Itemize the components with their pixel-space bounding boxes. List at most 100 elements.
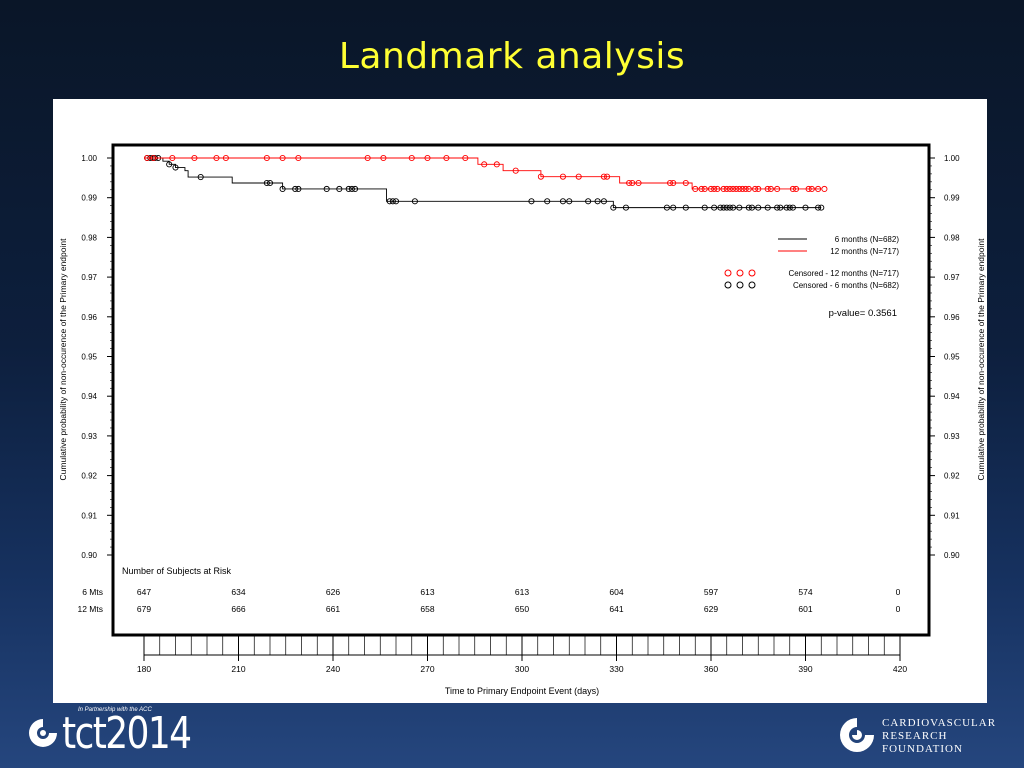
y-tick-label-left: 0.95 (81, 353, 97, 362)
y-tick-label-right: 0.91 (944, 511, 960, 520)
censor-mark-6-months (566, 198, 573, 205)
censor-mark-12-months (380, 154, 387, 162)
y-tick-label-right: 0.90 (944, 551, 960, 560)
x-tick-label: 360 (704, 664, 718, 674)
x-tick-label: 210 (231, 664, 245, 674)
crf-wordmark: CARDIOVASCULAR RESEARCH FOUNDATION (882, 717, 996, 756)
p-value-annotation: p-value= 0.3561 (829, 308, 897, 319)
censor-mark-12-months (733, 185, 740, 193)
censor-mark-12-months (443, 154, 450, 162)
censor-mark-12-months (559, 173, 567, 180)
legend-censor-6-months (736, 281, 744, 289)
risk-cell: 601 (798, 604, 812, 614)
censor-mark-6-months (528, 198, 535, 205)
censor-mark-12-months (279, 154, 286, 162)
y-tick-label-right: 0.95 (944, 353, 960, 362)
censor-mark-6-months (411, 198, 418, 205)
y-tick-label-right: 0.97 (944, 273, 960, 282)
legend-censor-12-months (748, 269, 756, 277)
risk-cell: 0 (896, 604, 901, 614)
risk-row-label: 12 Mts (77, 604, 103, 614)
risk-cell: 647 (137, 587, 151, 597)
censor-mark-6-months (736, 204, 743, 211)
censor-mark-6-months (777, 204, 784, 211)
censor-mark-12-months (764, 185, 771, 193)
censor-mark-12-months (626, 179, 633, 187)
y-tick-label-right: 0.94 (944, 392, 960, 401)
censor-mark-12-months (821, 185, 828, 193)
x-tick-label: 420 (893, 664, 907, 674)
censor-mark-6-months (559, 198, 567, 205)
censor-mark-12-months (295, 154, 302, 162)
censor-mark-12-months (408, 154, 415, 162)
x-tick-label: 390 (798, 664, 812, 674)
censor-mark-6-months (764, 204, 771, 211)
risk-cell: 613 (515, 587, 529, 597)
censor-mark-12-months (512, 167, 519, 174)
legend-label-censored-12-months: Censored - 12 months (N=717) (789, 269, 900, 278)
censor-mark-12-months (815, 185, 822, 193)
risk-cell: 604 (609, 587, 623, 597)
tct-wordmark: tct2014 (62, 708, 192, 759)
x-tick-label: 240 (326, 664, 340, 674)
censor-mark-6-months (748, 204, 756, 211)
censor-mark-6-months (755, 204, 762, 211)
censor-mark-12-months (789, 185, 796, 193)
slide-title: Landmark analysis (338, 36, 686, 77)
y-tick-label-left: 0.98 (81, 233, 97, 242)
risk-cell: 679 (137, 604, 151, 614)
censor-mark-12-months (213, 154, 220, 162)
crf-line-1: CARDIOVASCULAR (882, 717, 997, 729)
y-tick-label-left: 0.96 (81, 313, 97, 322)
risk-cell: 626 (326, 587, 340, 597)
censor-mark-6-months (197, 174, 204, 181)
risk-cell: 658 (420, 604, 434, 614)
censor-mark-12-months (723, 185, 730, 193)
censor-mark-6-months (723, 204, 730, 211)
censor-mark-12-months (222, 154, 229, 162)
risk-cell: 597 (704, 587, 718, 597)
censor-mark-12-months (692, 185, 699, 193)
censor-mark-12-months (808, 185, 815, 193)
censor-mark-12-months (736, 185, 743, 193)
censor-mark-6-months (172, 164, 179, 171)
x-tick-label: 180 (137, 664, 151, 674)
y-tick-label-right: 0.96 (944, 313, 960, 322)
censor-mark-12-months (537, 173, 544, 180)
crf-swirl-icon (840, 718, 874, 752)
y-axis-label-left: Cumulative probability of non-occurence … (58, 238, 68, 481)
censor-mark-6-months (774, 204, 781, 211)
censor-mark-12-months (682, 179, 689, 187)
censor-mark-12-months (707, 185, 715, 193)
y-tick-label-right: 0.93 (944, 432, 960, 441)
risk-cell: 666 (231, 604, 245, 614)
censor-mark-12-months (745, 185, 752, 193)
censor-mark-12-months (462, 154, 469, 162)
censor-mark-12-months (726, 185, 733, 193)
censor-mark-12-months (742, 185, 749, 193)
censor-mark-12-months (575, 173, 582, 180)
censor-mark-6-months (386, 198, 393, 205)
censor-mark-6-months (585, 198, 592, 205)
censor-mark-6-months (815, 204, 822, 211)
tct-tagline: In Partnership with the ACC (78, 707, 152, 713)
plot-frame (111, 143, 931, 637)
censor-mark-12-months (767, 185, 774, 193)
censor-mark-12-months (150, 154, 157, 162)
censor-mark-12-months (481, 161, 488, 168)
y-axis-label-right: Cumulative probability of non-occurence … (976, 238, 986, 481)
km-chart: 0.90 0.90 0.91 0.91 0.92 0.92 0.93 0.93 0.94 0.94… (58, 143, 986, 696)
y-tick-label-left: 0.90 (81, 551, 97, 560)
censor-mark-6-months (783, 204, 790, 211)
censor-mark-6-months (682, 204, 689, 211)
chart-panel: 0.90 0.90 0.91 0.91 0.92 0.92 0.93 0.93 0.94 0.94… (53, 99, 987, 703)
censor-mark-12-months (144, 154, 151, 162)
censor-mark-6-months (266, 179, 274, 187)
censor-mark-6-months (610, 204, 617, 211)
censor-mark-6-months (789, 204, 796, 211)
censor-mark-12-months (793, 185, 800, 193)
censor-mark-6-months (802, 204, 809, 211)
censor-mark-6-months (389, 198, 396, 205)
y-tick-label-left: 0.97 (81, 273, 97, 282)
censor-mark-6-months (726, 204, 733, 211)
